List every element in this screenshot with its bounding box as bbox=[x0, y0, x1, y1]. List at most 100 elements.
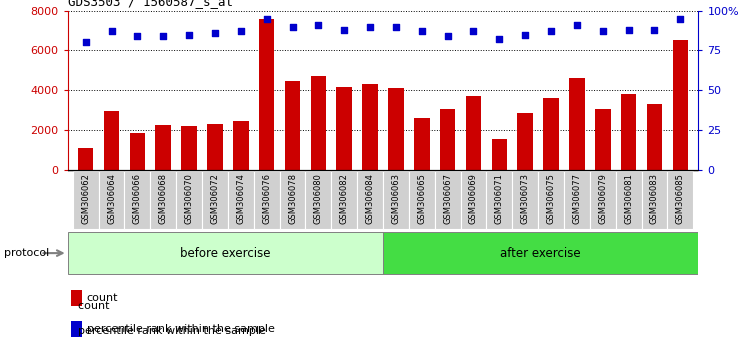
Point bbox=[597, 28, 609, 34]
Bar bbox=[538, 171, 564, 229]
Text: GSM306081: GSM306081 bbox=[624, 173, 633, 224]
Point bbox=[674, 16, 686, 21]
Point bbox=[648, 27, 660, 33]
Bar bbox=[435, 171, 460, 229]
Text: GSM306069: GSM306069 bbox=[469, 173, 478, 224]
Text: GSM306071: GSM306071 bbox=[495, 173, 504, 224]
Bar bbox=[414, 118, 430, 170]
Bar bbox=[616, 171, 641, 229]
Text: GSM306073: GSM306073 bbox=[520, 173, 529, 224]
Bar bbox=[207, 124, 223, 170]
Bar bbox=[279, 171, 306, 229]
Text: GSM306063: GSM306063 bbox=[391, 173, 400, 224]
Point bbox=[209, 30, 221, 36]
Bar bbox=[181, 126, 197, 170]
Bar bbox=[285, 81, 300, 170]
Bar bbox=[155, 125, 171, 170]
Bar bbox=[71, 290, 82, 306]
Bar bbox=[466, 96, 481, 170]
Point bbox=[442, 33, 454, 39]
Bar bbox=[311, 76, 326, 170]
Text: after exercise: after exercise bbox=[500, 247, 581, 259]
Point bbox=[106, 28, 118, 34]
Bar bbox=[564, 171, 590, 229]
Point bbox=[157, 33, 169, 39]
Text: GSM306076: GSM306076 bbox=[262, 173, 271, 224]
Point bbox=[545, 28, 557, 34]
Bar bbox=[388, 88, 404, 170]
Bar bbox=[383, 171, 409, 229]
Text: GSM306075: GSM306075 bbox=[547, 173, 556, 224]
Text: percentile rank within the sample: percentile rank within the sample bbox=[86, 324, 274, 334]
Bar bbox=[647, 104, 662, 170]
Text: before exercise: before exercise bbox=[180, 247, 270, 259]
Point bbox=[287, 24, 299, 29]
Text: GSM306064: GSM306064 bbox=[107, 173, 116, 224]
Text: GSM306080: GSM306080 bbox=[314, 173, 323, 224]
Text: GSM306083: GSM306083 bbox=[650, 173, 659, 224]
Text: GSM306072: GSM306072 bbox=[210, 173, 219, 224]
Bar bbox=[440, 109, 455, 170]
Point bbox=[519, 32, 531, 37]
Bar bbox=[492, 139, 507, 170]
Bar bbox=[569, 78, 585, 170]
Bar bbox=[73, 171, 98, 229]
Text: GSM306085: GSM306085 bbox=[676, 173, 685, 224]
Text: GDS3503 / 1560587_s_at: GDS3503 / 1560587_s_at bbox=[68, 0, 233, 8]
Text: count: count bbox=[71, 301, 110, 311]
Bar bbox=[176, 171, 202, 229]
Text: GSM306074: GSM306074 bbox=[237, 173, 246, 224]
Point bbox=[493, 36, 505, 42]
Point bbox=[261, 16, 273, 21]
Point bbox=[312, 22, 324, 28]
Text: GSM306070: GSM306070 bbox=[185, 173, 194, 224]
Bar bbox=[71, 321, 82, 337]
Text: protocol: protocol bbox=[4, 248, 49, 258]
Bar bbox=[621, 94, 636, 170]
Bar bbox=[512, 171, 538, 229]
Text: GSM306079: GSM306079 bbox=[599, 173, 608, 224]
Point bbox=[235, 28, 247, 34]
Point bbox=[390, 24, 402, 29]
Text: percentile rank within the sample: percentile rank within the sample bbox=[71, 326, 266, 336]
Bar bbox=[673, 40, 688, 170]
Bar bbox=[331, 171, 357, 229]
Bar bbox=[150, 171, 176, 229]
Point bbox=[571, 22, 583, 28]
Text: count: count bbox=[86, 293, 118, 303]
Bar bbox=[487, 171, 512, 229]
Bar bbox=[104, 111, 119, 170]
Bar bbox=[590, 171, 616, 229]
Point bbox=[131, 33, 143, 39]
Bar bbox=[517, 113, 533, 170]
Bar bbox=[306, 171, 331, 229]
Bar bbox=[595, 109, 611, 170]
Bar bbox=[383, 233, 698, 274]
Point bbox=[183, 32, 195, 37]
Bar bbox=[202, 171, 228, 229]
Text: GSM306067: GSM306067 bbox=[443, 173, 452, 224]
Bar bbox=[641, 171, 668, 229]
Bar bbox=[125, 171, 150, 229]
Point bbox=[467, 28, 479, 34]
Text: GSM306077: GSM306077 bbox=[572, 173, 581, 224]
Bar bbox=[130, 133, 145, 170]
Bar bbox=[233, 121, 249, 170]
Bar bbox=[357, 171, 383, 229]
Bar bbox=[336, 87, 352, 170]
Bar bbox=[259, 18, 274, 170]
Bar bbox=[78, 148, 93, 170]
Point bbox=[80, 40, 92, 45]
Text: GSM306082: GSM306082 bbox=[339, 173, 348, 224]
Text: GSM306078: GSM306078 bbox=[288, 173, 297, 224]
Bar bbox=[409, 171, 435, 229]
Text: GSM306065: GSM306065 bbox=[418, 173, 427, 224]
Bar bbox=[543, 98, 559, 170]
Bar bbox=[362, 84, 378, 170]
Text: GSM306084: GSM306084 bbox=[366, 173, 375, 224]
Point bbox=[623, 27, 635, 33]
Point bbox=[364, 24, 376, 29]
Point bbox=[338, 27, 350, 33]
Bar bbox=[460, 171, 487, 229]
Bar bbox=[228, 171, 254, 229]
